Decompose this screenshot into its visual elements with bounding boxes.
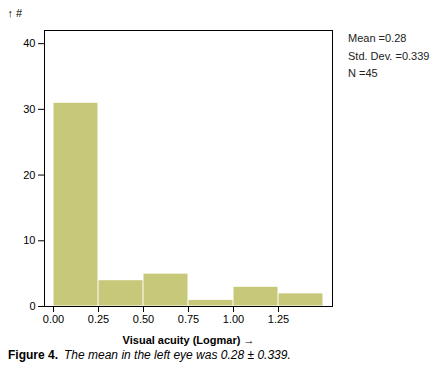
svg-text:10: 10 <box>23 234 35 246</box>
svg-text:Visual acuity (Logmar) →: Visual acuity (Logmar) → <box>123 334 255 346</box>
svg-text:30: 30 <box>23 103 35 115</box>
svg-text:0.00: 0.00 <box>43 313 64 325</box>
html-text:Mean =0.28: Mean =0.28 <box>348 32 407 44</box>
svg-text:0: 0 <box>29 300 35 312</box>
svg-text:1.25: 1.25 <box>268 313 289 325</box>
svg-text:0.75: 0.75 <box>178 313 199 325</box>
svg-text:20: 20 <box>23 169 35 181</box>
svg-text:40: 40 <box>23 37 35 49</box>
html-text:Std. Dev. =0.339: Std. Dev. =0.339 <box>348 49 430 62</box>
svg-text:1.00: 1.00 <box>223 313 244 325</box>
html-text:Figure 4.: Figure 4. <box>8 348 58 362</box>
svg-text:↑ #: ↑ # <box>8 7 24 19</box>
html-text:N =45: N =45 <box>348 67 378 80</box>
svg-text:0.25: 0.25 <box>88 313 109 325</box>
svg-text:0.50: 0.50 <box>133 313 154 325</box>
html-text:The mean in the left eye was 0: The mean in the left eye was 0.28 ± 0.33… <box>64 348 291 362</box>
